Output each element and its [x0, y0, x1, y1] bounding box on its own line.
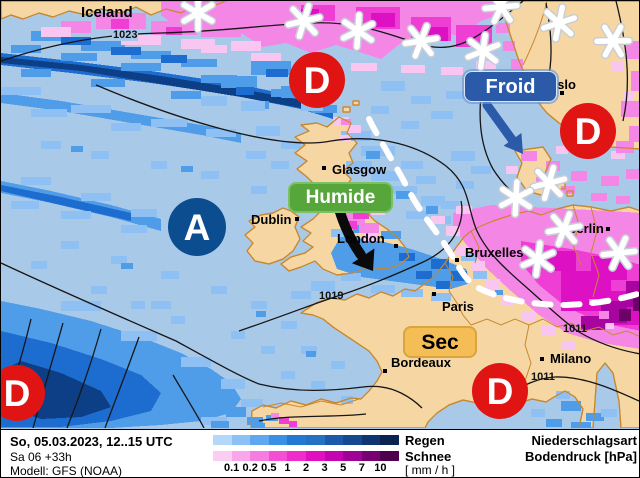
city-label-milano: Milano: [550, 351, 592, 366]
legend-color-segment: [380, 435, 399, 445]
legend-tick: 5: [340, 462, 347, 474]
snow-legend-label: Schnee: [405, 449, 452, 464]
low-pressure-symbol: D: [560, 103, 616, 159]
legend-color-segment: [380, 451, 399, 461]
pressure-value-label: 1011: [531, 371, 555, 383]
pressure-value-label: 1011: [563, 323, 587, 335]
low-pressure-symbol: D: [289, 52, 345, 108]
legend-color-segment: [250, 451, 269, 461]
city-dot: [455, 258, 459, 262]
dry-annotation-badge: Sec: [403, 326, 477, 358]
legend-unit-label: [ mm / h ]: [405, 463, 456, 477]
city-dot: [540, 357, 544, 361]
cold-annotation-badge: Froid: [464, 71, 557, 102]
legend-color-segment: [213, 435, 232, 445]
weather-map: Iceland Froid Humide Sec Glasgow Dublin Lo…: [1, 1, 639, 428]
legend-color-segment: [361, 435, 381, 445]
city-label-bordeaux: Bordeaux: [391, 355, 451, 370]
city-label-berlin: Berlin: [567, 221, 604, 236]
city-label-glasgow: Glasgow: [332, 162, 387, 177]
legend-color-segment: [268, 435, 288, 445]
legend-tick: 0.1: [223, 462, 240, 474]
legend-color-segment: [231, 435, 251, 445]
humid-arrow-icon: [334, 204, 375, 271]
legend-color-segment: [343, 435, 362, 445]
city-dot: [295, 217, 299, 221]
city-label-dublin: Dublin: [251, 212, 292, 227]
humid-annotation-badge: Humide: [288, 182, 393, 213]
high-pressure-symbol: A: [168, 198, 226, 256]
rain-color-scale: [213, 435, 399, 445]
region-label-iceland: Iceland: [81, 4, 133, 21]
city-dot: [560, 91, 564, 95]
legend-tick: 3: [321, 462, 328, 474]
city-dot: [432, 292, 436, 296]
city-dot: [606, 227, 610, 231]
legend-tick: 0.5: [261, 462, 277, 474]
model-label: Modell: GFS (NOAA): [10, 464, 123, 478]
pressure-value-label: 1023: [112, 29, 139, 41]
pressure-value-label: 1019: [319, 290, 344, 302]
cold-arrow-icon: [482, 100, 523, 154]
legend-color-segment: [287, 435, 306, 445]
snow-color-scale: [213, 451, 399, 461]
city-label-bruxelles: Bruxelles: [465, 245, 524, 260]
legend-color-segment: [361, 451, 381, 461]
legend-color-segment: [250, 435, 269, 445]
legend-tick: 2: [302, 462, 310, 474]
legend-color-segment: [213, 451, 232, 461]
rain-legend-label: Regen: [405, 433, 445, 448]
city-label-london: London: [337, 231, 385, 246]
precip-type-label: Niederschlagsart: [531, 433, 638, 448]
frontal-boundary-dashed-line: [366, 116, 639, 309]
legend-color-segment: [268, 451, 288, 461]
legend-color-segment: [324, 451, 344, 461]
legend-color-segment: [343, 451, 362, 461]
run-offset-label: Sa 06 +33h: [10, 450, 72, 464]
low-pressure-symbol: D: [472, 363, 528, 419]
legend-tick: 7: [358, 462, 365, 474]
legend-color-segment: [231, 451, 251, 461]
map-label-overlay: Iceland Froid Humide Sec Glasgow Dublin Lo…: [1, 1, 639, 428]
legend-bar: So, 05.03.2023, 12..15 UTC Sa 06 +33h Mo…: [1, 429, 639, 478]
legend-color-segment: [305, 451, 325, 461]
city-dot: [394, 244, 398, 248]
valid-time-label: So, 05.03.2023, 12..15 UTC: [10, 434, 173, 449]
legend-tick: 10: [374, 462, 387, 474]
legend-color-segment: [324, 435, 344, 445]
low-pressure-symbol: D: [1, 365, 45, 421]
legend-color-segment: [287, 451, 306, 461]
legend-color-segment: [305, 435, 325, 445]
city-dot: [322, 166, 326, 170]
city-dot: [383, 369, 387, 373]
surface-pressure-label: Bodendruck [hPa]: [525, 449, 637, 464]
legend-tick: 1: [284, 462, 291, 474]
legend-tick: 0.2: [242, 462, 258, 474]
city-label-paris: Paris: [442, 299, 474, 314]
